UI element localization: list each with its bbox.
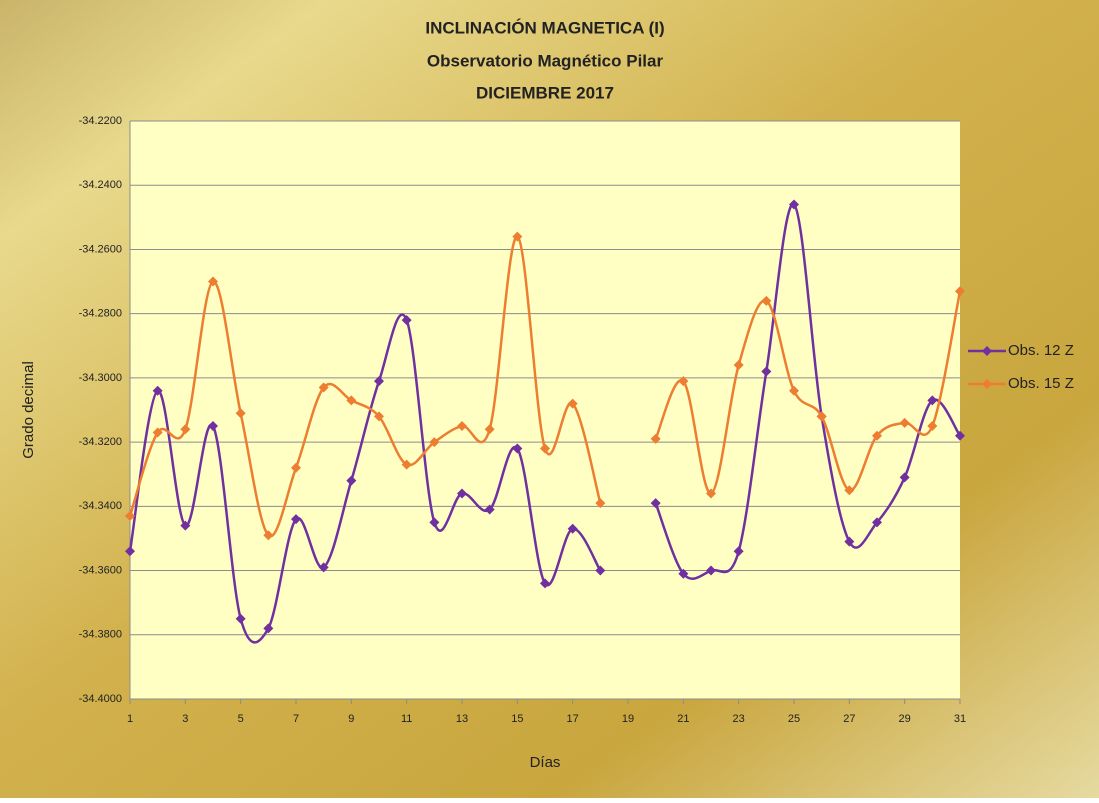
marker	[318, 382, 329, 393]
marker	[346, 475, 357, 486]
marker	[761, 366, 772, 377]
marker	[318, 562, 329, 573]
marker	[401, 459, 412, 470]
marker	[595, 565, 606, 576]
marker	[208, 276, 218, 287]
y-tick-label: -34.4000	[79, 693, 122, 705]
x-tick-label: 31	[954, 713, 966, 725]
marker	[263, 623, 274, 634]
marker	[457, 488, 467, 499]
marker	[899, 472, 910, 483]
y-tick-label: -34.2400	[79, 179, 122, 191]
x-tick-label: 9	[348, 713, 354, 725]
marker	[125, 546, 135, 557]
marker	[457, 421, 467, 432]
x-tick-label: 13	[456, 713, 468, 725]
marker	[567, 523, 578, 534]
marker	[816, 411, 827, 422]
x-tick-label: 19	[622, 713, 634, 725]
chart-title: INCLINACIÓN MAGNETICA (I)	[425, 18, 664, 37]
y-tick-label: -34.2600	[79, 243, 122, 255]
legend-label: Obs. 15 Z	[1008, 375, 1074, 392]
marker	[650, 433, 661, 444]
marker	[291, 462, 301, 473]
marker	[733, 546, 744, 557]
marker	[374, 411, 384, 422]
marker	[761, 295, 772, 306]
x-tick-label: 5	[238, 713, 244, 725]
marker	[955, 430, 965, 441]
x-tick-label: 29	[899, 713, 911, 725]
x-axis-label: Días	[530, 754, 561, 771]
legend-marker	[982, 379, 992, 389]
x-tick-label: 25	[788, 713, 800, 725]
marker	[678, 568, 689, 579]
x-tick-label: 17	[567, 713, 579, 725]
marker	[540, 578, 550, 589]
x-tick-label: 1	[127, 713, 133, 725]
marker	[152, 385, 163, 396]
marker	[180, 424, 191, 435]
marker	[346, 395, 357, 406]
y-tick-label: -34.3400	[79, 500, 122, 512]
marker	[650, 498, 661, 509]
y-tick-label: -34.3600	[79, 564, 122, 576]
marker	[872, 517, 882, 528]
marker	[540, 443, 550, 454]
chart-subtitle: DICIEMBRE 2017	[476, 83, 614, 102]
x-tick-label: 21	[677, 713, 689, 725]
marker	[291, 514, 301, 525]
marker	[844, 485, 855, 496]
marker	[955, 286, 965, 297]
x-tick-label: 15	[511, 713, 523, 725]
legend-marker	[982, 346, 992, 356]
y-axis-label: Grado decimal	[20, 361, 37, 459]
marker	[512, 231, 523, 242]
marker	[484, 424, 495, 435]
x-tick-label: 11	[401, 713, 412, 725]
marker	[208, 421, 218, 432]
marker	[927, 421, 938, 432]
marker	[235, 408, 246, 419]
marker	[872, 430, 882, 441]
marker	[733, 360, 744, 371]
marker	[401, 315, 412, 326]
marker	[429, 517, 440, 528]
marker	[125, 510, 135, 521]
marker	[899, 417, 910, 428]
marker	[595, 498, 606, 509]
marker	[512, 443, 523, 454]
marker	[567, 398, 578, 409]
marker	[235, 613, 246, 624]
x-tick-label: 3	[182, 713, 188, 725]
x-tick-label: 7	[293, 713, 299, 725]
y-tick-label: -34.2200	[79, 115, 122, 127]
marker	[429, 437, 440, 448]
marker	[789, 385, 799, 396]
y-tick-label: -34.3800	[79, 629, 122, 641]
plot-area	[130, 121, 960, 699]
marker	[789, 199, 799, 210]
marker	[263, 530, 274, 541]
marker	[180, 520, 191, 531]
marker	[374, 376, 384, 387]
chart-subtitle: Observatorio Magnético Pilar	[427, 51, 664, 70]
marker	[706, 488, 716, 499]
marker	[844, 536, 855, 547]
legend-label: Obs. 12 Z	[1008, 342, 1074, 359]
marker	[706, 565, 716, 576]
marker	[678, 376, 689, 387]
x-tick-label: 27	[843, 713, 855, 725]
y-tick-label: -34.3200	[79, 436, 122, 448]
marker	[484, 504, 495, 515]
y-tick-label: -34.2800	[79, 308, 122, 320]
x-tick-label: 23	[733, 713, 745, 725]
y-tick-label: -34.3000	[79, 372, 122, 384]
marker	[152, 427, 163, 438]
marker	[927, 395, 938, 406]
